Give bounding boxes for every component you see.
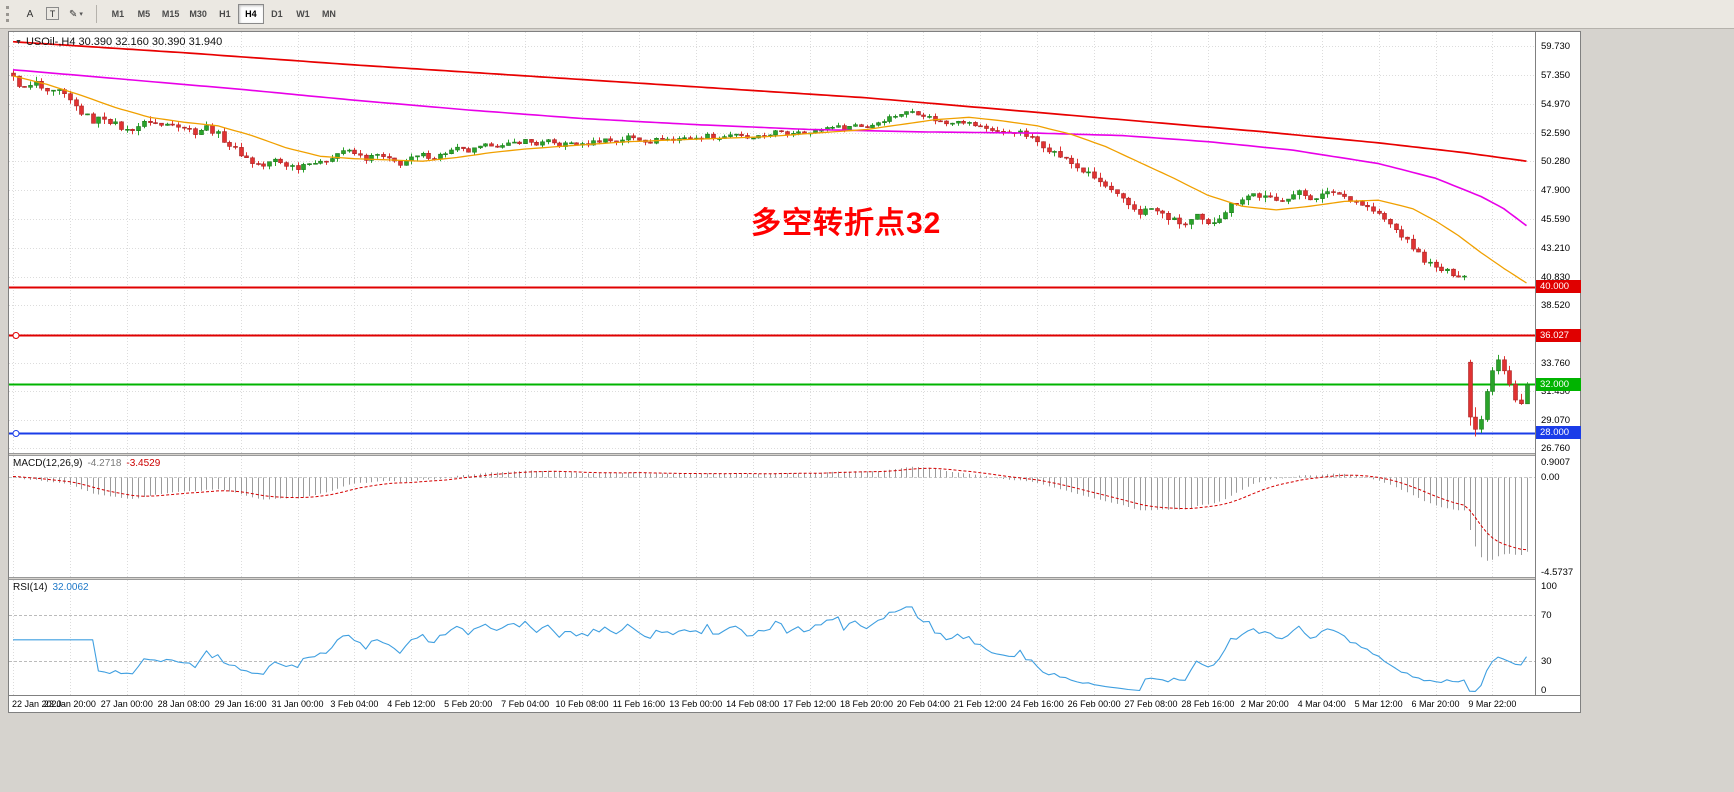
time-axis-label: 5 Feb 20:00 [444, 699, 493, 709]
ma-mid-line [12, 69, 1527, 227]
macd-signal-value: -3.4529 [126, 458, 161, 469]
time-axis-label: 4 Mar 04:00 [1297, 699, 1346, 709]
time-axis-label: 6 Mar 20:00 [1411, 699, 1460, 709]
price-scale-label: 40.830 [1541, 272, 1571, 283]
price-scale-label: 45.590 [1541, 214, 1571, 225]
timeframe-button-h1[interactable]: H1 [212, 4, 238, 24]
price-tag-32.000: 32.000 [1536, 378, 1581, 391]
toolbar-separator [95, 5, 97, 23]
time-axis-label: 27 Feb 08:00 [1124, 699, 1178, 709]
time-axis-label: 7 Feb 04:00 [501, 699, 550, 709]
text-tool-button[interactable]: T [41, 4, 64, 24]
cursor-tool-button[interactable]: A [19, 4, 41, 24]
timeframe-button-mn[interactable]: MN [316, 4, 342, 24]
rsi-scale-label: 0 [1541, 685, 1547, 696]
macd-main-value: -4.2718 [87, 458, 122, 469]
time-axis-label: 23 Jan 20:00 [43, 699, 96, 709]
candlestick-chart[interactable] [9, 32, 1535, 453]
rsi-scale-label: 30 [1541, 656, 1552, 667]
timeframe-button-m1[interactable]: M1 [105, 4, 131, 24]
timeframe-button-m5[interactable]: M5 [131, 4, 157, 24]
time-axis-label: 4 Feb 12:00 [387, 699, 436, 709]
price-tag-40.000: 40.000 [1536, 280, 1581, 293]
price-scale-label: 52.590 [1541, 128, 1571, 139]
chart-window: ▼ USOil-,H4 30.390 32.160 30.390 31.940 多… [8, 31, 1581, 713]
macd-scale-label: 0.9007 [1541, 457, 1571, 468]
price-scale-label: 29.070 [1541, 415, 1571, 426]
time-axis-label: 14 Feb 08:00 [726, 699, 780, 709]
rsi-chart[interactable] [9, 580, 1535, 695]
time-axis-label: 18 Feb 20:00 [839, 699, 894, 709]
time-axis-label: 27 Jan 00:00 [100, 699, 153, 709]
time-axis-label: 3 Feb 04:00 [330, 699, 379, 709]
text-tool-icon: T [46, 7, 59, 21]
price-scale-label: 59.730 [1541, 41, 1571, 52]
time-axis[interactable]: 22 Jan 2020 23 Jan 20:00 27 Jan 00:00 28 Ja… [9, 695, 1580, 712]
chart-title: ▼ USOil-,H4 30.390 32.160 30.390 31.940 [15, 36, 222, 48]
time-axis-label: 24 Feb 16:00 [1010, 699, 1064, 709]
timeframe-button-d1[interactable]: D1 [264, 4, 290, 24]
draw-tool-button[interactable]: ✎ ▾ [64, 4, 88, 24]
time-axis-label: 28 Feb 16:00 [1181, 699, 1235, 709]
time-axis-label: 22 Jan 2020 [12, 699, 62, 709]
panel-splitter[interactable] [9, 577, 1580, 580]
time-axis-label: 10 Feb 08:00 [555, 699, 609, 709]
price-scale-label: 57.350 [1541, 70, 1571, 81]
panel-splitter[interactable] [9, 453, 1580, 456]
macd-panel[interactable]: MACD(12,26,9) -4.2718 -3.4529 [9, 456, 1535, 577]
toolbar-drag-handle[interactable] [6, 6, 12, 22]
ma-fast-line [12, 75, 1527, 284]
time-axis-label: 31 Jan 00:00 [271, 699, 324, 709]
toolbar: A T ✎ ▾ M1 M5 M15 M30 H1 H4 D1 W1 MN [0, 0, 1734, 29]
price-tag-36.027: 36.027 [1536, 329, 1581, 342]
price-scale-label: 50.280 [1541, 156, 1571, 167]
toolbar-tools-group: A T ✎ ▾ [19, 4, 88, 25]
time-axis-label: 2 Mar 20:00 [1240, 699, 1289, 709]
timeframe-toolbar: M1 M5 M15 M30 H1 H4 D1 W1 MN [105, 4, 342, 24]
price-scale-label: 38.520 [1541, 300, 1571, 311]
rsi-scale-label: 70 [1541, 610, 1552, 621]
main-chart-panel[interactable]: ▼ USOil-,H4 30.390 32.160 30.390 31.940 多… [9, 32, 1535, 453]
time-axis-label: 20 Feb 04:00 [896, 699, 950, 709]
time-axis-label: 26 Feb 00:00 [1067, 699, 1121, 709]
draw-tool-icon: ✎ [69, 8, 78, 20]
price-scale[interactable]: 59.730 57.350 54.970 52.590 50.280 47.900 45.5… [1535, 32, 1581, 696]
chevron-down-icon: ▾ [79, 11, 83, 19]
time-axis-label: 11 Feb 16:00 [612, 699, 666, 709]
price-scale-label: 47.900 [1541, 185, 1571, 196]
time-axis-label: 17 Feb 12:00 [783, 699, 837, 709]
time-axis-label: 21 Feb 12:00 [953, 699, 1007, 709]
macd-scale-label: 0.00 [1541, 472, 1560, 483]
rsi-label: RSI(14) 32.0062 [13, 582, 89, 593]
rsi-panel[interactable]: RSI(14) 32.0062 [9, 580, 1535, 695]
price-scale-label: 43.210 [1541, 243, 1571, 254]
timeframe-button-w1[interactable]: W1 [290, 4, 316, 24]
price-scale-label: 31.450 [1541, 386, 1571, 397]
cursor-tool-icon: A [26, 8, 34, 20]
time-axis-label: 28 Jan 08:00 [157, 699, 210, 709]
timeframe-button-m30[interactable]: M30 [184, 4, 212, 24]
rsi-scale-label: 100 [1541, 581, 1557, 592]
timeframe-button-h4[interactable]: H4 [237, 4, 264, 24]
time-axis-label: 5 Mar 12:00 [1354, 699, 1403, 709]
macd-scale-label: -4.5737 [1541, 567, 1574, 578]
macd-label: MACD(12,26,9) -4.2718 -3.4529 [13, 458, 161, 469]
chart-title-arrow-icon[interactable]: ▼ [15, 39, 22, 46]
time-axis-label: 9 Mar 22:00 [1468, 699, 1517, 709]
ma-slow-line [12, 40, 1527, 163]
rsi-value: 32.0062 [52, 582, 89, 593]
price-scale-label: 26.760 [1541, 443, 1571, 454]
price-scale-label: 54.970 [1541, 99, 1571, 110]
time-axis-label: 29 Jan 16:00 [214, 699, 267, 709]
price-tag-28.000: 28.000 [1536, 426, 1581, 439]
chart-title-text: USOil-,H4 30.390 32.160 30.390 31.940 [25, 36, 223, 48]
macd-chart[interactable] [9, 456, 1535, 577]
time-axis-label: 13 Feb 00:00 [669, 699, 723, 709]
annotation-text[interactable]: 多空转折点32 [751, 207, 942, 240]
price-scale-label: 33.760 [1541, 358, 1571, 369]
timeframe-button-m15[interactable]: M15 [157, 4, 185, 24]
